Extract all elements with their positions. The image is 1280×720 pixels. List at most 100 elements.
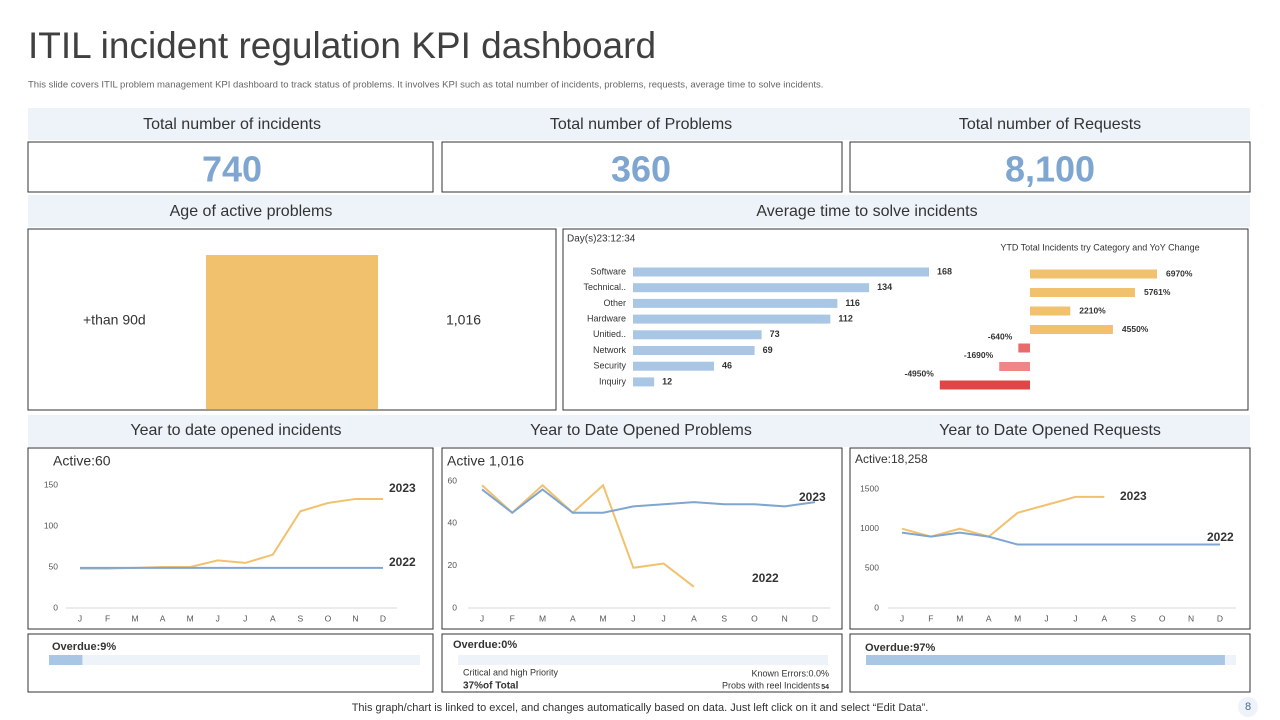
header-band — [28, 415, 1250, 447]
x-tick-label: N — [352, 613, 358, 623]
y-tick-label: 100 — [44, 520, 58, 530]
x-tick-label: M — [132, 613, 139, 623]
y-tick-label: 0 — [874, 602, 879, 612]
y-tick-label: 150 — [44, 479, 58, 489]
x-tick-label: J — [1073, 613, 1077, 623]
bar — [633, 361, 715, 371]
bar — [633, 346, 755, 355]
x-tick-label: O — [751, 613, 758, 623]
page-badge — [1238, 697, 1258, 717]
x-tick-label: A — [160, 613, 166, 623]
bar — [633, 314, 831, 324]
x-tick-label: A — [986, 613, 992, 623]
value-label: 112 — [838, 313, 853, 323]
x-tick-label: J — [78, 613, 82, 623]
annotation: Active:18,258 — [855, 452, 928, 466]
x-tick-label: S — [721, 613, 727, 623]
category-label: Network — [593, 345, 627, 355]
series-label: 2022 — [752, 571, 779, 585]
bar — [1030, 306, 1071, 316]
value-label: 6970% — [1166, 268, 1193, 278]
x-tick-label: N — [782, 613, 788, 623]
bar — [999, 362, 1030, 371]
x-tick-label: N — [1188, 613, 1194, 623]
bar — [633, 283, 870, 293]
section-title: Age of active problems — [170, 203, 333, 220]
chart-title: YTD Total Incidents try Category and YoY… — [1000, 242, 1199, 252]
category-label: Hardware — [587, 313, 626, 323]
x-tick-label: J — [1044, 613, 1048, 623]
overdue-label: Overdue:9% — [52, 641, 116, 653]
x-tick-label: A — [270, 613, 276, 623]
kpi-value: 8,100 — [1005, 149, 1095, 190]
x-tick-label: O — [1159, 613, 1166, 623]
header-band — [28, 108, 1250, 140]
x-tick-label: A — [570, 613, 576, 623]
panel — [441, 447, 843, 630]
value-label: 168 — [937, 266, 952, 276]
progress-track — [458, 655, 828, 665]
bar — [633, 377, 655, 387]
y-tick-label: 40 — [448, 518, 458, 528]
bar — [1030, 269, 1157, 279]
x-tick-label: J — [900, 613, 904, 623]
x-tick-label: D — [1217, 613, 1223, 623]
kpi-label: Total number of Problems — [550, 116, 732, 133]
header-band — [28, 195, 1250, 227]
kpi-box — [441, 141, 843, 193]
x-tick-label: J — [662, 613, 666, 623]
value-label: 46 — [722, 361, 732, 371]
category-label: Technical.. — [583, 282, 626, 292]
category-label: Software — [590, 266, 626, 276]
kpi-box — [27, 141, 434, 193]
series-label: 2023 — [799, 490, 826, 504]
section-title: Average time to solve incidents — [756, 203, 977, 220]
bar — [633, 267, 929, 277]
bar — [633, 330, 762, 340]
bar — [1018, 343, 1030, 353]
value-label: 73 — [770, 329, 780, 339]
value-label: 1,016 — [446, 312, 481, 328]
subtitle: This slide covers ITIL problem managemen… — [28, 80, 823, 91]
footer-note: This graph/chart is linked to excel, and… — [352, 702, 929, 714]
bar — [939, 380, 1030, 390]
overdue-label: Overdue:97% — [865, 642, 936, 654]
kpi-value: 740 — [202, 149, 262, 190]
kpi-value: 360 — [611, 149, 671, 190]
detail: 54 — [821, 684, 829, 691]
x-tick-label: J — [480, 613, 484, 623]
bar — [206, 255, 378, 409]
title: ITIL incident regulation KPI dashboard — [28, 25, 656, 66]
overdue-label: Overdue:0% — [453, 639, 517, 651]
value-label: 116 — [845, 298, 860, 308]
detail: Known Errors:0.0% — [751, 668, 829, 678]
section-title: Year to Date Opened Requests — [939, 422, 1161, 439]
progress-fill — [866, 655, 1225, 665]
series-label: 2023 — [1120, 489, 1147, 503]
value-label: 5761% — [1144, 287, 1171, 297]
x-tick-label: J — [216, 613, 220, 623]
line — [901, 531, 1220, 546]
category-label: Other — [603, 298, 626, 308]
panel — [27, 447, 434, 630]
series-label: 2023 — [389, 481, 416, 495]
page-number: 8 — [1245, 701, 1251, 713]
x-tick-label: F — [510, 613, 515, 623]
y-tick-label: 1000 — [860, 523, 879, 533]
detail: 37%of Total — [463, 681, 519, 692]
x-tick-label: D — [380, 613, 386, 623]
y-tick-label: 1500 — [860, 483, 879, 493]
bar — [633, 298, 838, 308]
value-label: -640% — [988, 331, 1013, 341]
y-tick-label: 0 — [452, 602, 457, 612]
bar — [1030, 288, 1135, 297]
detail: Critical and high Priority — [463, 667, 559, 677]
value-label: 69 — [763, 345, 773, 355]
progress-track — [49, 655, 420, 665]
chart-subtitle: Day(s)23:12:34 — [567, 234, 636, 245]
y-tick-label: 0 — [53, 602, 58, 612]
y-tick-label: 50 — [49, 561, 59, 571]
annotation: Active:60 — [53, 453, 111, 469]
value-label: 12 — [662, 376, 672, 386]
